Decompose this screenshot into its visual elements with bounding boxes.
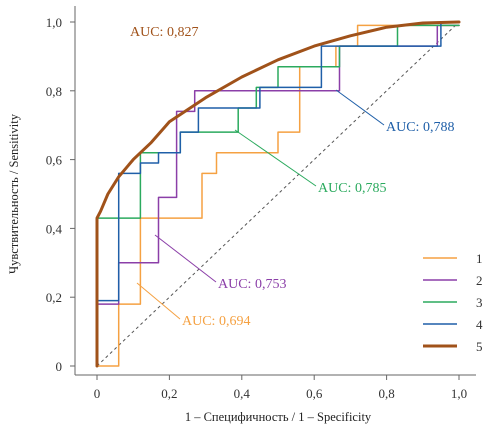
legend-label-4: 4 — [476, 317, 483, 332]
x-tick-label: 0,8 — [378, 386, 394, 401]
axes-layer — [74, 6, 476, 376]
x-axis-title: 1 – Специфичность / 1 – Specificity — [185, 410, 372, 424]
y-tick-label: 0,8 — [46, 84, 62, 99]
reference-diagonal-line — [96, 21, 460, 367]
x-tick-label: 0 — [94, 386, 101, 401]
auc-label-5: AUC: 0,827 — [130, 25, 198, 40]
auc-label-4: AUC: 0,788 — [386, 120, 454, 135]
y-tick-label: 0,4 — [46, 221, 63, 236]
legend-label-1: 1 — [476, 251, 483, 266]
x-tick-label: 1,0 — [451, 386, 467, 401]
legend: 1 2 3 4 5 — [423, 251, 483, 354]
y-tick-label: 0,2 — [46, 290, 62, 305]
ticks-layer: 0 0,2 0,4 0,6 0,8 1,0 0 0,2 0,4 0,6 0,8 1,0 — [46, 15, 467, 401]
x-tick-label: 0,4 — [234, 386, 251, 401]
y-tick-label: 1,0 — [46, 15, 62, 30]
roc-curve-5 — [95, 20, 461, 368]
series-layer — [95, 20, 461, 368]
roc-curve-4 — [96, 21, 460, 367]
x-tick-label: 0,6 — [306, 386, 323, 401]
auc-leader-line-1 — [136, 282, 181, 320]
auc-leader-line-4 — [335, 89, 385, 126]
reference-layer — [96, 21, 460, 367]
auc-label-3: AUC: 0,785 — [318, 181, 386, 196]
y-tick-label: 0 — [56, 359, 63, 374]
legend-label-5: 5 — [476, 339, 483, 354]
auc-labels-layer: AUC: 0,694 AUC: 0,753 AUC: 0,785 AUC: 0,788… — [130, 25, 454, 329]
auc-label-1: AUC: 0,694 — [182, 314, 250, 329]
x-tick-label: 0,2 — [161, 386, 177, 401]
auc-leader-line-2 — [154, 234, 217, 283]
auc-label-2: AUC: 0,753 — [218, 277, 286, 292]
legend-label-2: 2 — [476, 273, 483, 288]
y-axis-title: Чувствительность / Sensitivity — [7, 113, 21, 274]
y-tick-label: 0,6 — [46, 153, 63, 168]
legend-label-3: 3 — [476, 295, 483, 310]
auc-leader-line-3 — [234, 129, 317, 187]
